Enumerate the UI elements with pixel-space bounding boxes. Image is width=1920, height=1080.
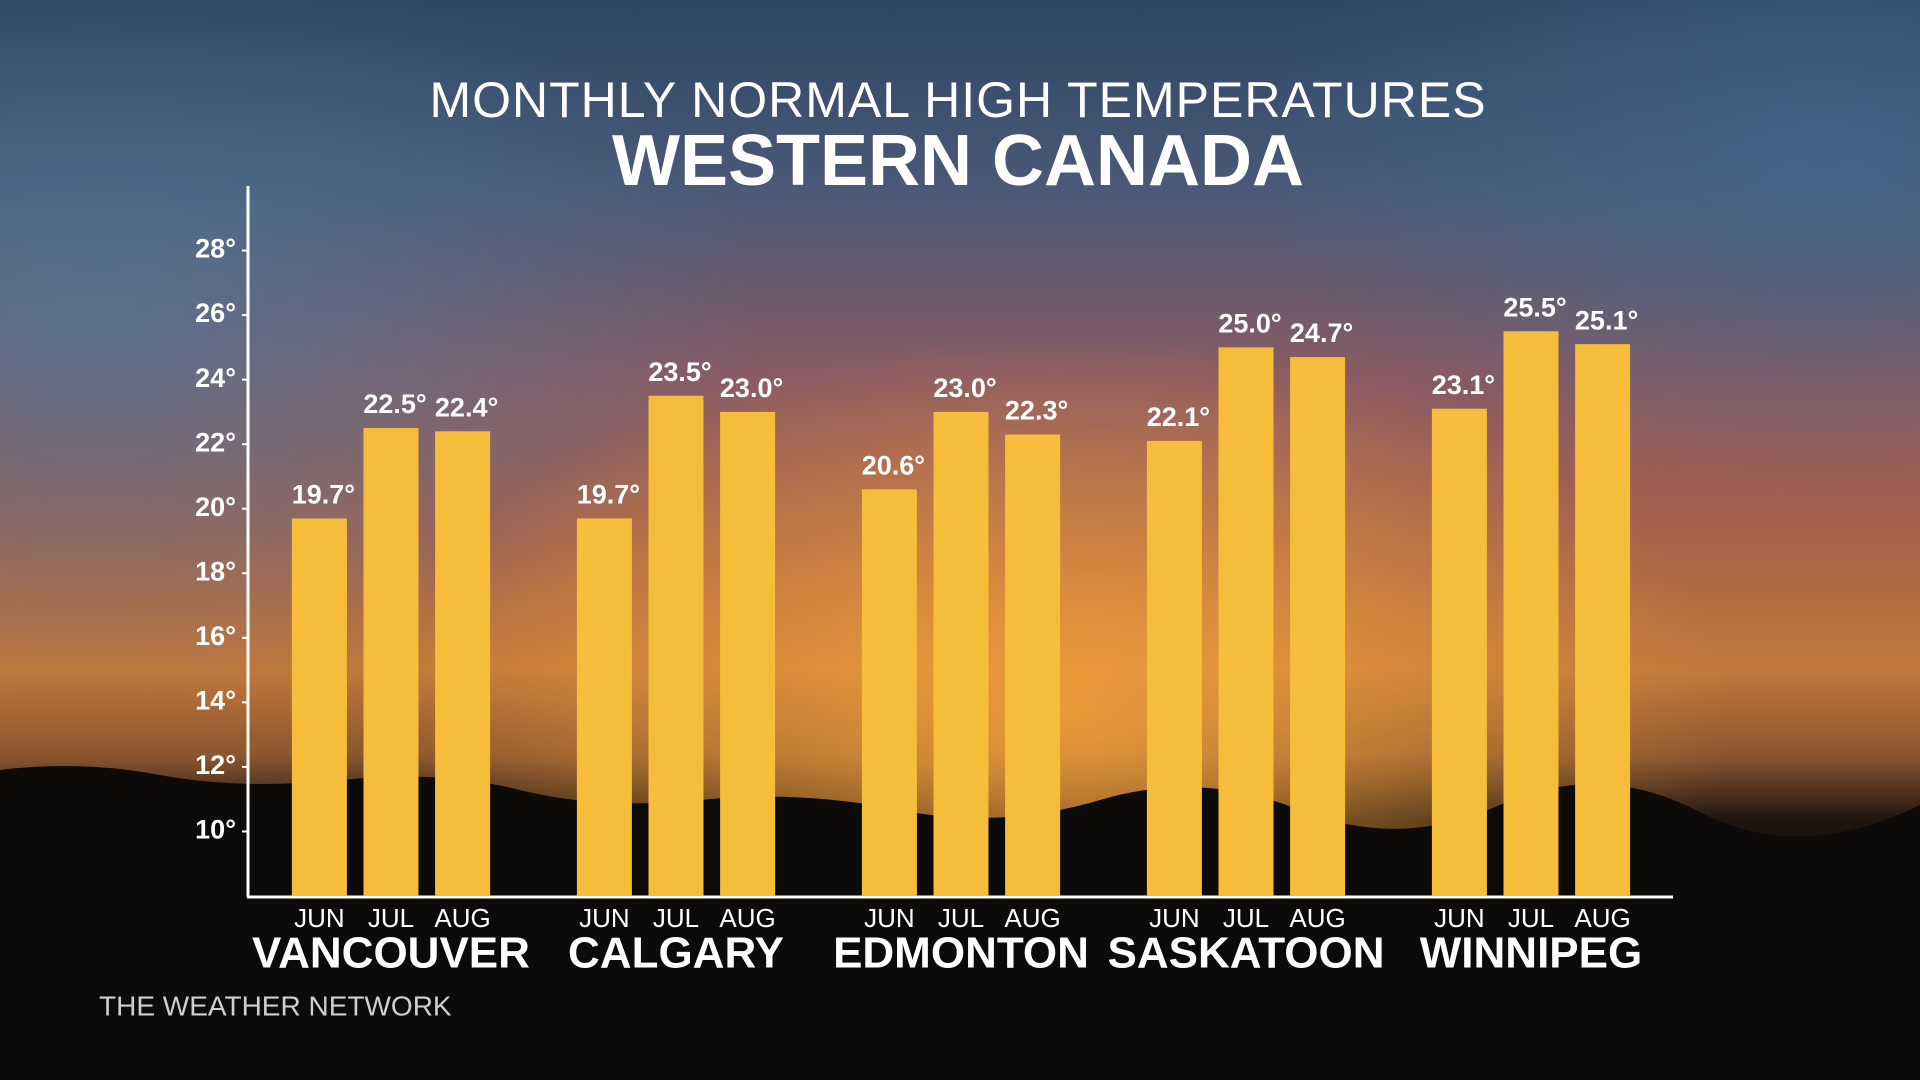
bar [933, 411, 989, 896]
bar [720, 411, 776, 896]
bar [1503, 331, 1559, 896]
chart-subtitle: WESTERN CANADA [612, 121, 1304, 201]
month-label: AUG [1004, 903, 1060, 933]
bar [1575, 344, 1631, 896]
chart-title: MONTHLY NORMAL HIGH TEMPERATURES [429, 72, 1486, 128]
month-label: JUN [294, 903, 345, 933]
y-tick-label: 16° [195, 621, 236, 651]
bar [291, 518, 347, 896]
month-label: JUL [1508, 903, 1554, 933]
month-label: AUG [1574, 903, 1630, 933]
value-label: 22.5° [363, 389, 426, 419]
bar [1431, 408, 1487, 896]
y-tick-label: 14° [195, 685, 236, 715]
value-label: 22.3° [1005, 396, 1068, 426]
bar [1290, 357, 1346, 897]
y-tick-label: 26° [195, 298, 236, 328]
city-label: SASKATOON [1107, 929, 1384, 978]
bar [363, 428, 419, 896]
value-label: 19.7° [292, 480, 355, 510]
month-label: JUL [938, 903, 984, 933]
y-tick-label: 12° [195, 750, 236, 780]
city-label: CALGARY [568, 929, 784, 978]
value-label: 25.5° [1503, 292, 1566, 322]
value-label: 22.1° [1147, 402, 1210, 432]
bar [576, 518, 632, 896]
city-label: WINNIPEG [1420, 929, 1642, 978]
y-tick-label: 18° [195, 556, 236, 586]
value-label: 23.1° [1432, 370, 1495, 400]
month-label: JUN [579, 903, 630, 933]
value-label: 23.5° [648, 357, 711, 387]
value-label: 23.0° [933, 373, 996, 403]
value-label: 23.0° [720, 373, 783, 403]
bar [1146, 440, 1202, 896]
month-label: JUN [1434, 903, 1485, 933]
bar [648, 395, 704, 896]
city-label: EDMONTON [833, 929, 1089, 978]
month-label: AUG [1289, 903, 1345, 933]
y-tick-label: 10° [195, 815, 236, 845]
bar [1005, 434, 1061, 896]
bar [1218, 347, 1274, 896]
value-label: 20.6° [862, 450, 925, 480]
y-tick-label: 20° [195, 492, 236, 522]
value-label: 25.1° [1575, 305, 1638, 335]
month-label: JUN [1149, 903, 1200, 933]
value-label: 24.7° [1290, 318, 1353, 348]
y-tick-label: 28° [195, 234, 236, 264]
month-label: JUN [864, 903, 915, 933]
y-tick-label: 22° [195, 427, 236, 457]
month-label: AUG [434, 903, 490, 933]
value-label: 19.7° [577, 480, 640, 510]
value-label: 25.0° [1218, 308, 1281, 338]
footer-brand: THE WEATHER NETWORK [99, 990, 452, 1021]
month-label: JUL [1223, 903, 1269, 933]
bar [435, 431, 491, 896]
bar [861, 489, 917, 896]
month-label: AUG [719, 903, 775, 933]
value-label: 22.4° [435, 392, 498, 422]
month-label: JUL [653, 903, 699, 933]
y-tick-label: 24° [195, 363, 236, 393]
city-label: VANCOUVER [252, 929, 530, 978]
month-label: JUL [368, 903, 414, 933]
